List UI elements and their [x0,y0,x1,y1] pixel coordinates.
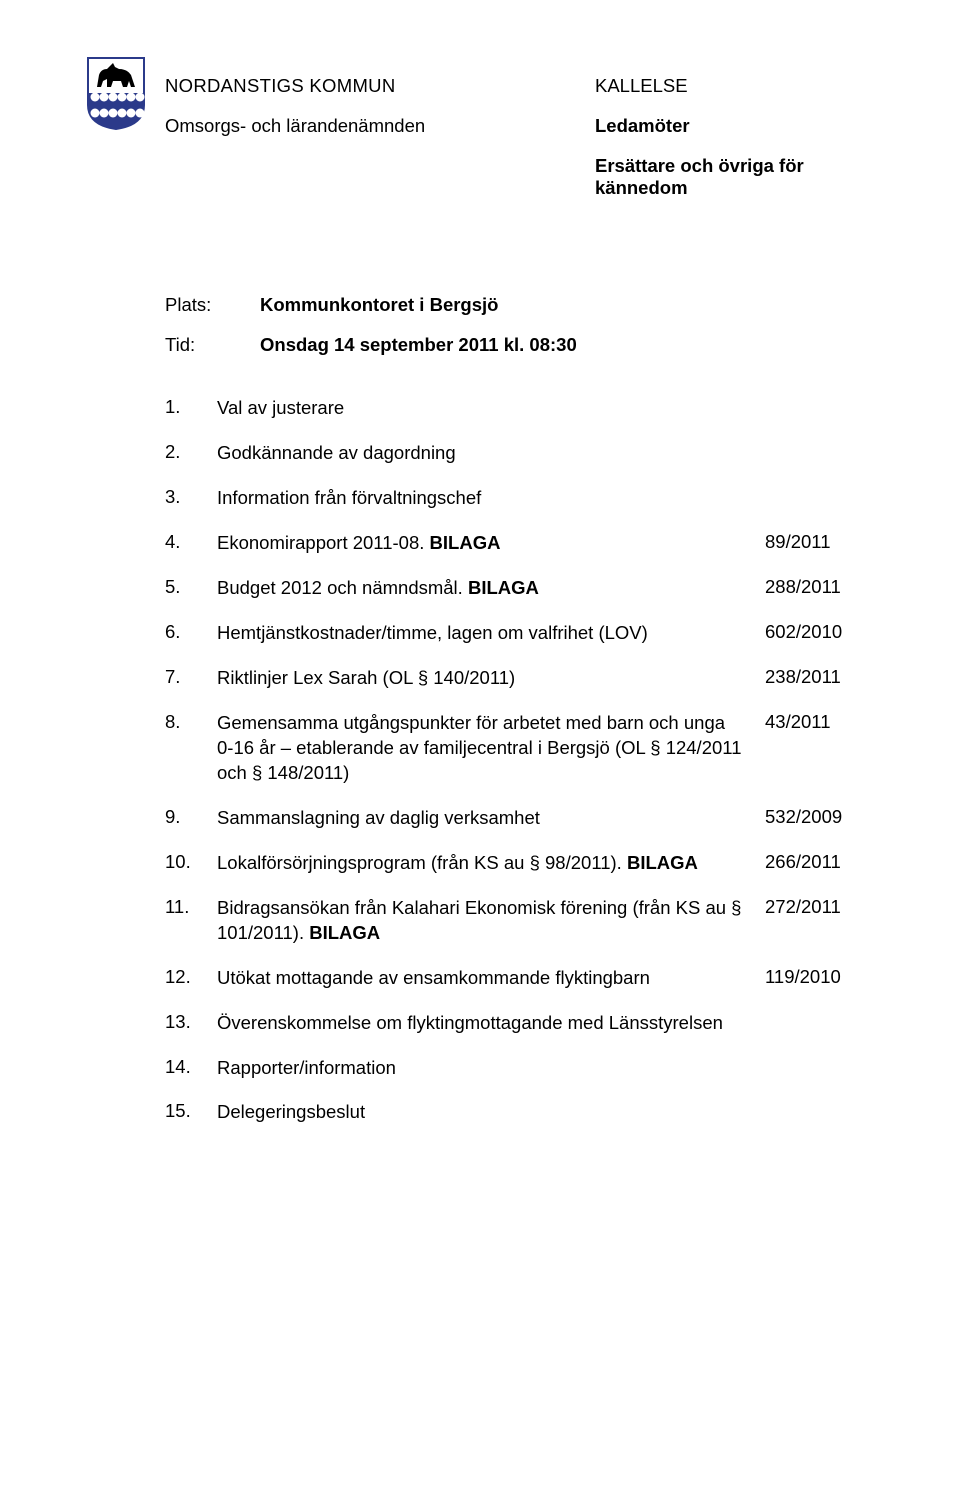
agenda-item: 3.Information från förvaltningschef [165,486,875,511]
agenda-item-text: Bidragsansökan från Kalahari Ekonomisk f… [217,896,765,946]
agenda-item-reference: 89/2011 [765,531,875,553]
agenda-item-text: Information från förvaltningschef [217,486,765,511]
agenda-item-text: Riktlinjer Lex Sarah (OL § 140/2011) [217,666,765,691]
time-value: Onsdag 14 september 2011 kl. 08:30 [260,334,577,356]
agenda-item: 10.Lokalförsörjningsprogram (från KS au … [165,851,875,876]
agenda-item-text: Val av justerare [217,396,765,421]
agenda-item-reference: 43/2011 [765,711,875,733]
meta-location-row: Plats: Kommunkontoret i Bergsjö [165,294,875,316]
agenda-item-number: 12. [165,966,217,988]
agenda-item-reference: 272/2011 [765,896,875,918]
meta-time-row: Tid: Onsdag 14 september 2011 kl. 08:30 [165,334,875,356]
agenda-item-number: 9. [165,806,217,828]
agenda-item-text: Delegeringsbeslut [217,1100,765,1125]
agenda-item-text: Ekonomirapport 2011-08. BILAGA [217,531,765,556]
agenda-item: 9.Sammanslagning av daglig verksamhet532… [165,806,875,831]
agenda-item: 14.Rapporter/information [165,1056,875,1081]
agenda-item-text: Gemensamma utgångspunkter för arbetet me… [217,711,765,786]
agenda-text-part: Ekonomirapport 2011-08. [217,532,430,553]
agenda-text-part: Budget 2012 och nämndsmål. [217,577,468,598]
agenda-item: 8.Gemensamma utgångspunkter för arbetet … [165,711,875,786]
agenda-item-text: Hemtjänstkostnader/timme, lagen om valfr… [217,621,765,646]
agenda-item: 1.Val av justerare [165,396,875,421]
agenda-item-number: 3. [165,486,217,508]
agenda-item-text: Budget 2012 och nämndsmål. BILAGA [217,576,765,601]
bilaga-tag: BILAGA [430,532,501,553]
agenda-item-text: Godkännande av dagordning [217,441,765,466]
agenda-item-number: 6. [165,621,217,643]
agenda-item-reference: 532/2009 [765,806,875,828]
location-value: Kommunkontoret i Bergsjö [260,294,498,316]
organization-name: NORDANSTIGS KOMMUN [165,75,595,97]
agenda-text-part: Bidragsansökan från Kalahari Ekonomisk f… [217,897,741,943]
time-label: Tid: [165,334,260,356]
agenda-item-text: Sammanslagning av daglig verksamhet [217,806,765,831]
agenda-item-reference: 602/2010 [765,621,875,643]
agenda-item-text: Överenskommelse om flyktingmottagande me… [217,1011,765,1036]
agenda-item-number: 14. [165,1056,217,1078]
agenda-item: 15.Delegeringsbeslut [165,1100,875,1125]
header-right-column: KALLELSE Ledamöter Ersättare och övriga … [595,55,875,199]
agenda-item-number: 11. [165,896,217,918]
agenda-item-reference: 119/2010 [765,966,875,988]
agenda-item: 5.Budget 2012 och nämndsmål. BILAGA288/2… [165,576,875,601]
agenda-item: 6.Hemtjänstkostnader/timme, lagen om val… [165,621,875,646]
agenda-item-number: 1. [165,396,217,418]
agenda-item-number: 15. [165,1100,217,1122]
agenda-item-reference: 238/2011 [765,666,875,688]
meeting-meta: Plats: Kommunkontoret i Bergsjö Tid: Ons… [165,294,875,356]
agenda-list: 1.Val av justerare2.Godkännande av dagor… [165,396,875,1125]
committee-name: Omsorgs- och lärandenämnden [165,115,595,137]
agenda-item: 11.Bidragsansökan från Kalahari Ekonomis… [165,896,875,946]
agenda-item-number: 8. [165,711,217,733]
agenda-item-text: Lokalförsörjningsprogram (från KS au § 9… [217,851,765,876]
document-header: NORDANSTIGS KOMMUN Omsorgs- och läranden… [85,55,875,199]
agenda-item: 4.Ekonomirapport 2011-08. BILAGA89/2011 [165,531,875,556]
agenda-item-number: 4. [165,531,217,553]
agenda-item: 2.Godkännande av dagordning [165,441,875,466]
agenda-item: 7.Riktlinjer Lex Sarah (OL § 140/2011)23… [165,666,875,691]
agenda-item-reference: 266/2011 [765,851,875,873]
agenda-item-number: 2. [165,441,217,463]
agenda-item-reference: 288/2011 [765,576,875,598]
recipients-primary: Ledamöter [595,115,875,137]
agenda-item: 12.Utökat mottagande av ensamkommande fl… [165,966,875,991]
agenda-item-number: 7. [165,666,217,688]
header-left-column: NORDANSTIGS KOMMUN Omsorgs- och läranden… [165,55,595,137]
document-type: KALLELSE [595,75,875,97]
agenda-item-text: Rapporter/information [217,1056,765,1081]
bilaga-tag: BILAGA [468,577,539,598]
municipality-logo [85,55,147,131]
recipients-secondary: Ersättare och övriga för kännedom [595,155,875,199]
agenda-item-number: 5. [165,576,217,598]
agenda-item-number: 13. [165,1011,217,1033]
bilaga-tag: BILAGA [309,922,380,943]
shield-icon [85,55,147,131]
agenda-text-part: Lokalförsörjningsprogram (från KS au § 9… [217,852,627,873]
bilaga-tag: BILAGA [627,852,698,873]
agenda-item-number: 10. [165,851,217,873]
agenda-item-text: Utökat mottagande av ensamkommande flykt… [217,966,765,991]
location-label: Plats: [165,294,260,316]
agenda-item: 13.Överenskommelse om flyktingmottagande… [165,1011,875,1036]
